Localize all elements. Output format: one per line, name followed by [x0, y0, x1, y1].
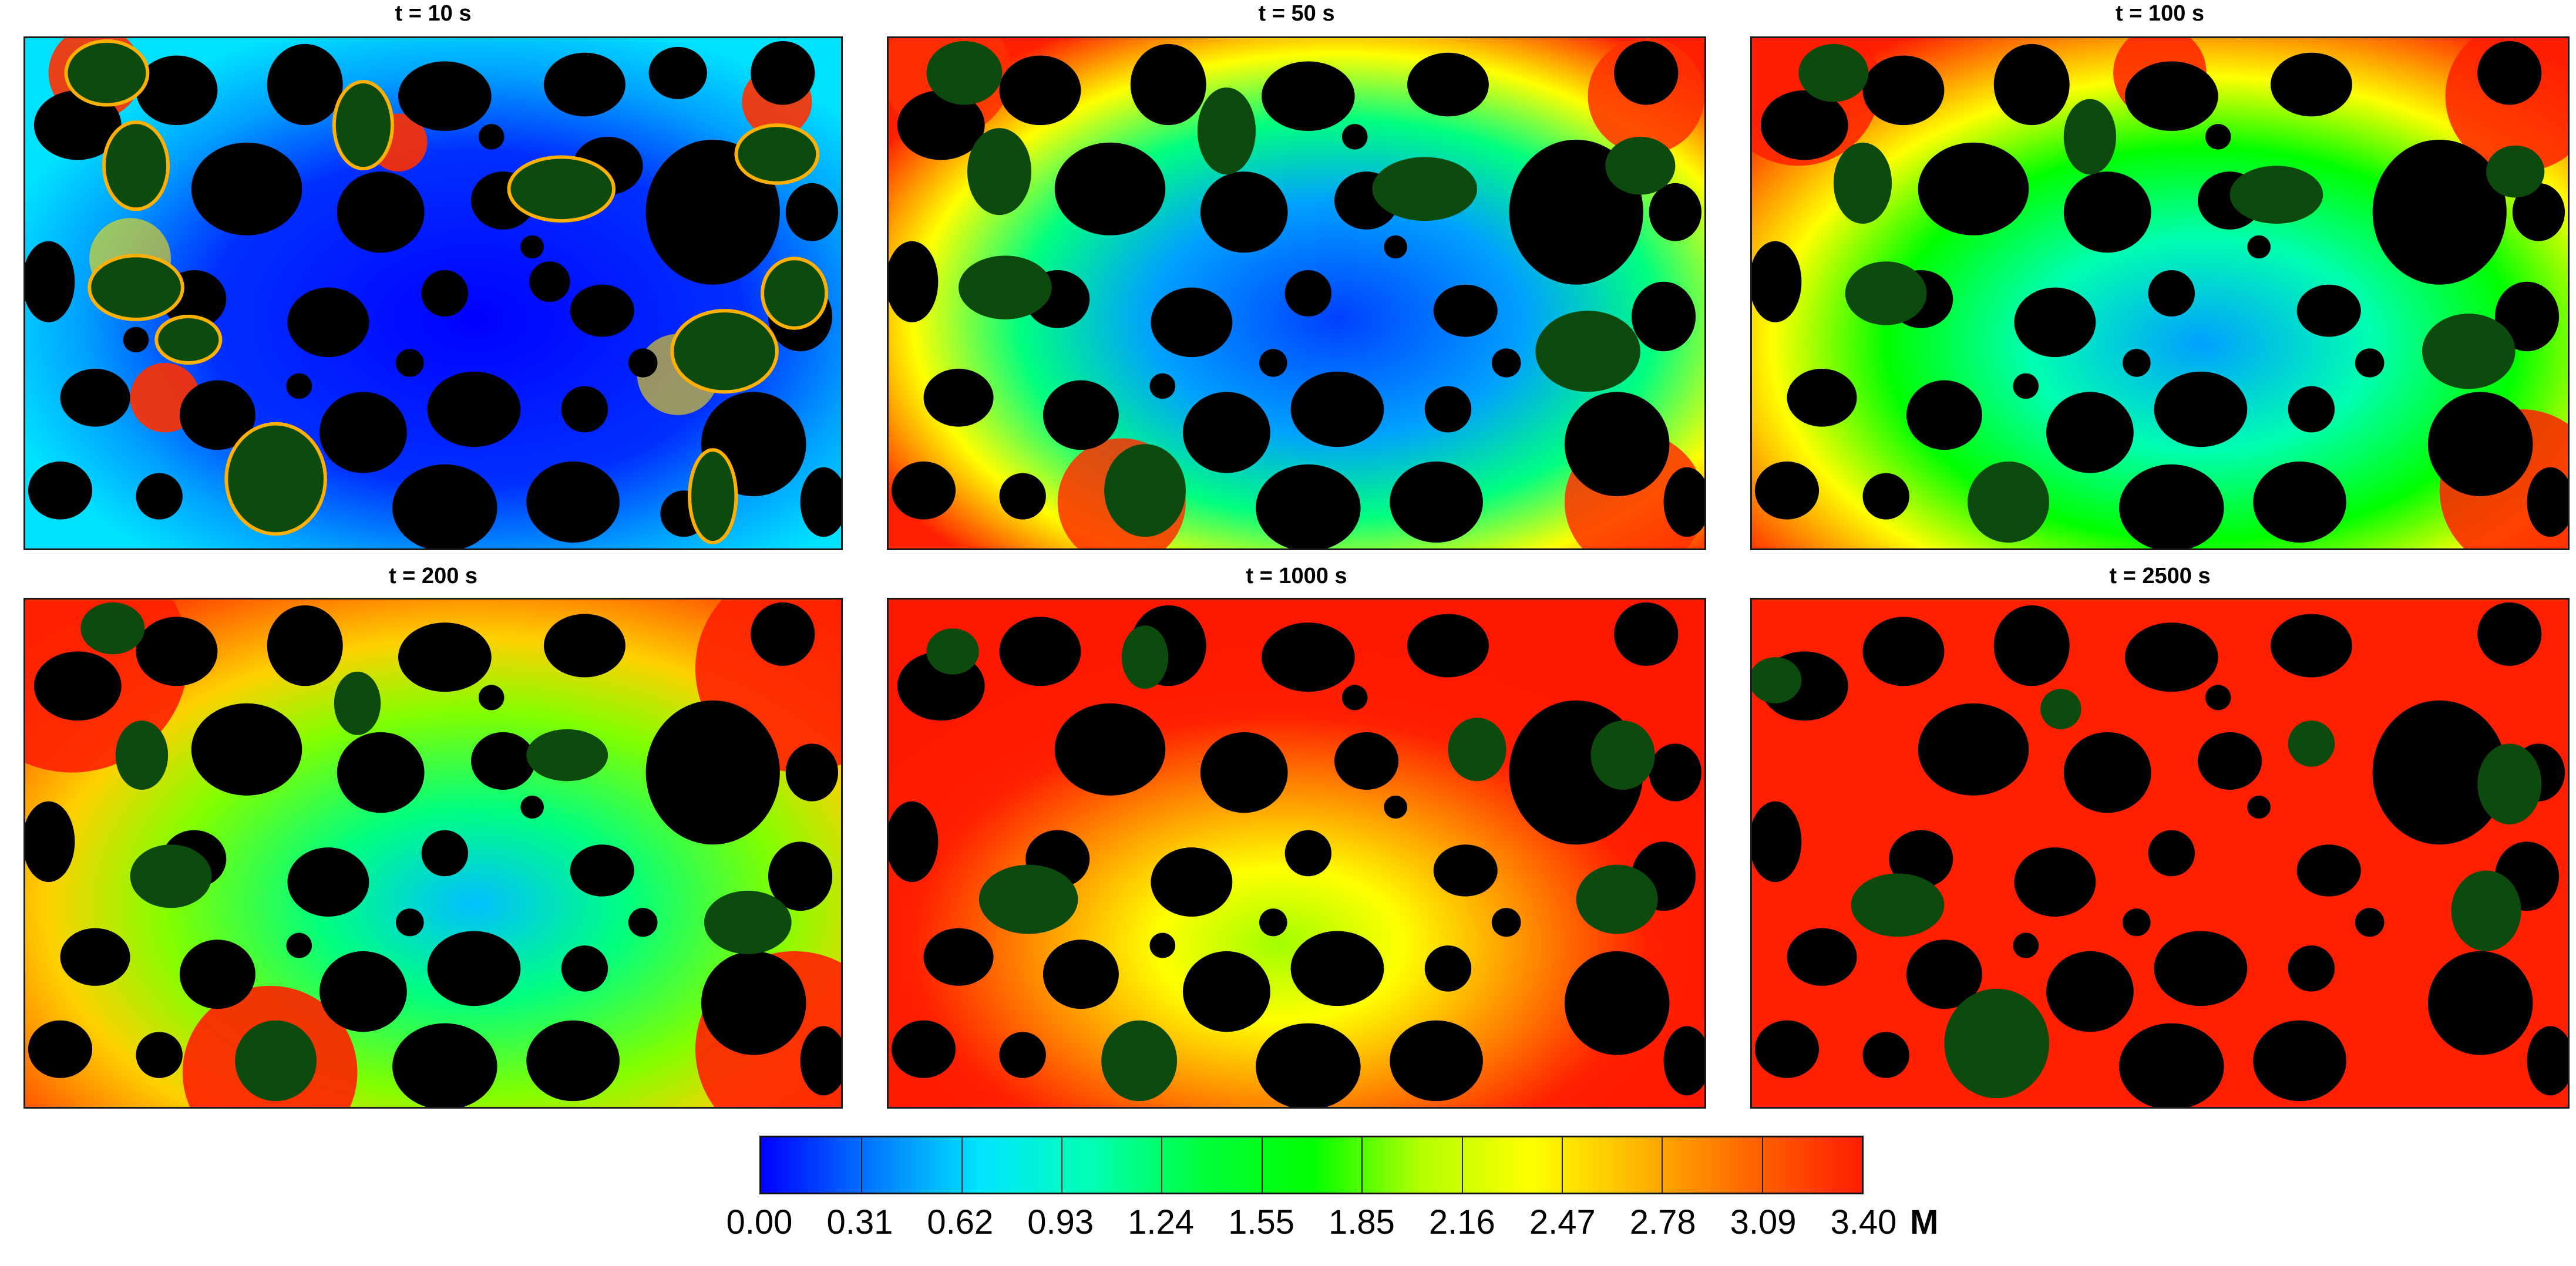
colorbar-tick-label: 1.24: [1128, 1203, 1195, 1241]
colorbar-divider: [1361, 1137, 1363, 1193]
field-plot: [889, 600, 1704, 1107]
field-plot: [25, 600, 841, 1107]
colorbar-divider: [1662, 1137, 1663, 1193]
concentration-field: [1750, 36, 2570, 550]
panel-title: t = 1000 s: [1246, 564, 1347, 588]
colorbar-tick-label: 0.62: [927, 1203, 994, 1241]
colorbar-tick-label: 0.31: [826, 1203, 893, 1241]
colorbar: [759, 1136, 1864, 1194]
colorbar-tick-label: 1.85: [1329, 1203, 1395, 1241]
colorbar-tick-label: 0.93: [1027, 1203, 1094, 1241]
panel-title: t = 200 s: [388, 564, 478, 588]
colorbar-divider: [1061, 1137, 1063, 1193]
panel-title: t = 2500 s: [2109, 564, 2211, 588]
concentration-field: [887, 598, 1706, 1109]
colorbar-tick-label: 3.09: [1730, 1203, 1797, 1241]
concentration-field: [23, 36, 843, 550]
concentration-field: [887, 36, 1706, 550]
colorbar-divider: [861, 1137, 863, 1193]
colorbar-tick-label: 2.78: [1629, 1203, 1696, 1241]
colorbar-divider: [961, 1137, 963, 1193]
colorbar-tick-label: 2.47: [1529, 1203, 1596, 1241]
colorbar-divider: [1261, 1137, 1263, 1193]
panel-title: t = 10 s: [395, 1, 472, 26]
colorbar-divider: [1161, 1137, 1163, 1193]
colorbar-tick-label: 1.55: [1228, 1203, 1294, 1241]
colorbar-unit: M: [1910, 1203, 1939, 1241]
colorbar-divider: [1461, 1137, 1463, 1193]
colorbar-tick-label: 2.16: [1428, 1203, 1495, 1241]
field-plot: [25, 38, 841, 548]
field-plot: [1752, 38, 2568, 548]
colorbar-tick-label: 3.40: [1830, 1203, 1897, 1241]
colorbar-tick-label: 0.00: [726, 1203, 793, 1241]
panel-title: t = 100 s: [2115, 1, 2205, 26]
concentration-field: [23, 598, 843, 1109]
field-plot: [889, 38, 1704, 548]
concentration-field: [1750, 598, 2570, 1109]
colorbar-divider: [1761, 1137, 1763, 1193]
colorbar-divider: [1561, 1137, 1563, 1193]
field-plot: [1752, 600, 2568, 1107]
panel-title: t = 50 s: [1258, 1, 1335, 26]
